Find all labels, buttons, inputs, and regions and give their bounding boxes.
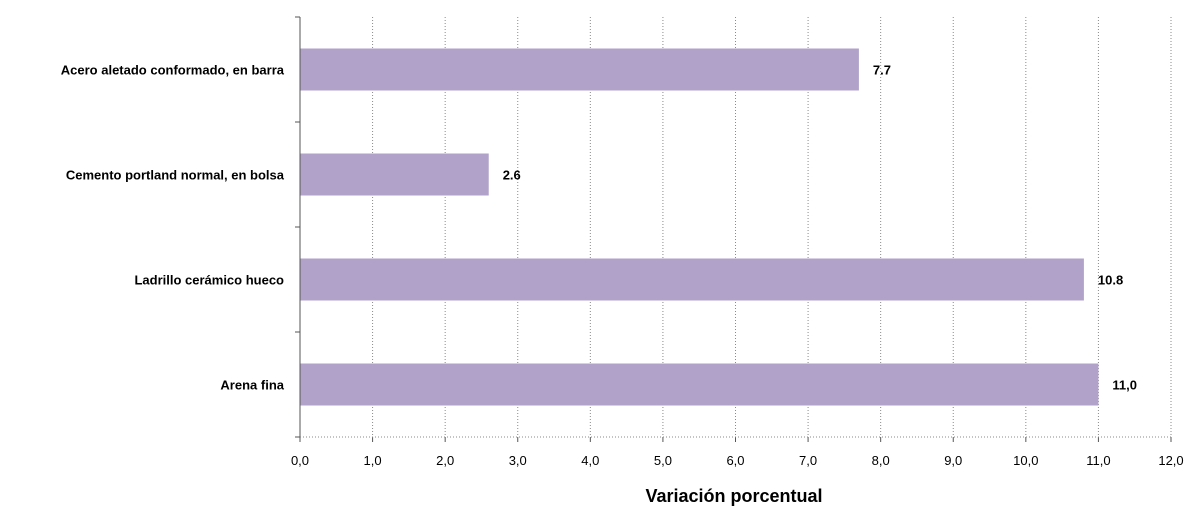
x-tick-label: 4,0 xyxy=(581,453,599,468)
data-label: 2.6 xyxy=(503,168,521,183)
bar xyxy=(300,48,859,91)
bar xyxy=(300,258,1084,301)
x-tick-label: 3,0 xyxy=(509,453,527,468)
bar xyxy=(300,153,489,196)
data-label: 7.7 xyxy=(873,63,891,78)
category-label: Ladrillo cerámico hueco xyxy=(134,273,284,288)
x-tick-label: 1,0 xyxy=(364,453,382,468)
x-tick-label: 8,0 xyxy=(872,453,890,468)
axes xyxy=(295,16,1172,442)
data-label: 11,0 xyxy=(1112,378,1137,393)
x-tick-label: 10,0 xyxy=(1013,453,1038,468)
x-tick-label: 0,0 xyxy=(291,453,309,468)
x-tick-label: 7,0 xyxy=(799,453,817,468)
x-tick-label: 9,0 xyxy=(944,453,962,468)
bars xyxy=(300,48,1099,406)
data-label: 10.8 xyxy=(1098,273,1123,288)
labels: 0,0 1,0 2,0 3,0 4,0 5,0 6,0 7,0 8,0 9,0 10,0 11,0 12… xyxy=(61,63,1184,469)
x-tick-label: 6,0 xyxy=(726,453,744,468)
x-axis-title: Variación porcentual xyxy=(645,486,822,506)
x-tick-label: 5,0 xyxy=(654,453,672,468)
category-label: Arena fina xyxy=(220,378,284,393)
category-label: Acero aletado conformado, en barra xyxy=(61,63,285,78)
x-tick-label: 2,0 xyxy=(436,453,454,468)
bar xyxy=(300,363,1099,406)
category-label: Cemento portland normal, en bolsa xyxy=(66,168,285,183)
x-tick-label: 11,0 xyxy=(1086,453,1110,468)
x-tick-label: 12,0 xyxy=(1158,453,1183,468)
